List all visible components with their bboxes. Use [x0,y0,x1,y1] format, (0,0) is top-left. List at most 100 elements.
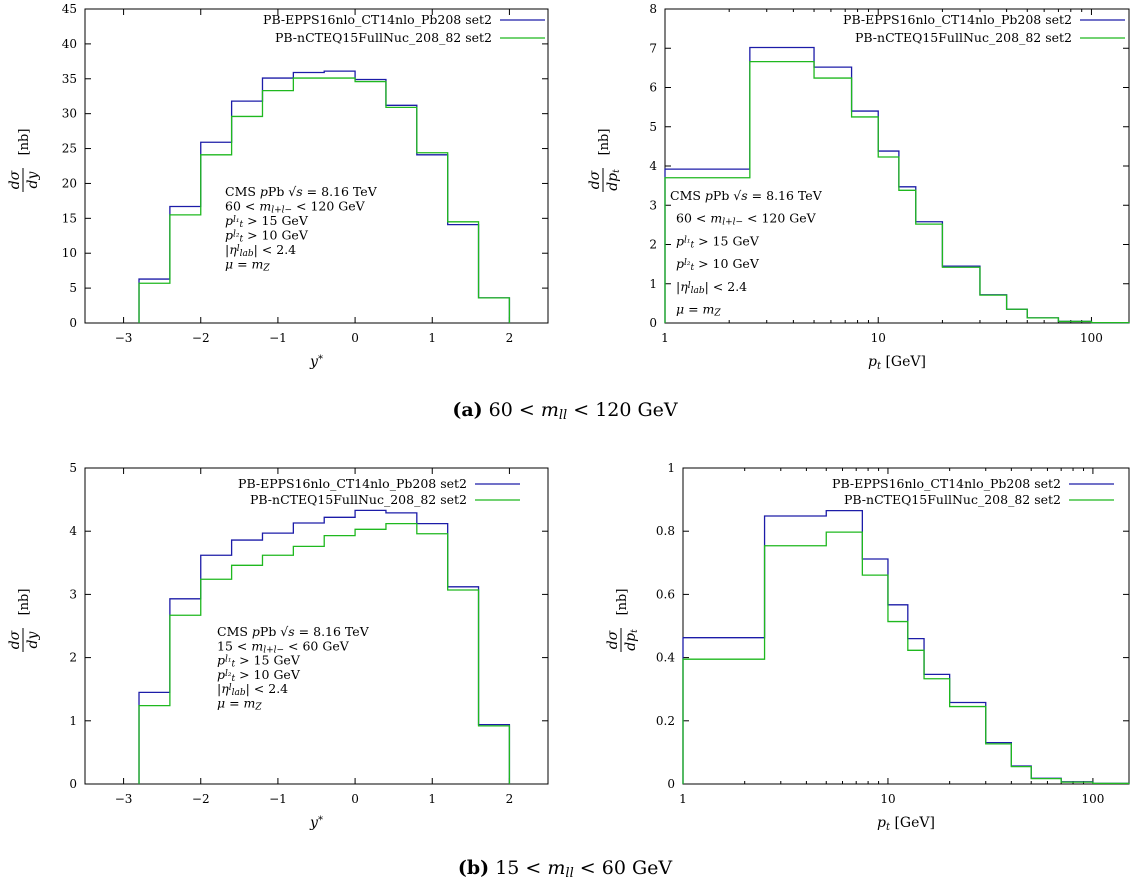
y-axis-label: dσ dpt [nb] [587,129,622,192]
annotation-line-part: η [221,681,229,696]
annotation-line-part: Pb √ [268,184,296,199]
caption-b: (b) 15 < mll < 60 GeV [458,857,672,881]
annotation-line-part: l₂ [225,669,232,679]
annotation-line: 60 < ml+l− < 120 GeV [676,211,817,228]
annotation-line-part: m [259,199,271,214]
annotation-line-part: m [251,638,263,653]
annotation-line-part: l+l− [271,206,292,216]
legend-label: PB-nCTEQ15FullNuc_208_82 set2 [844,492,1061,507]
annotation-line-part: | [217,681,221,696]
annotation-line-part: lab [691,286,705,296]
series-line-2 [138,522,511,784]
annotation-line-part: μ [217,696,225,711]
caption-a-part: < 120 GeV [567,399,678,421]
annotation-line-part: = 8.16 TeV [295,624,370,639]
annotation-line: |ηllab| < 2.4 [217,681,288,698]
annotation-line-part: l₁ [233,215,240,225]
x-tick-label: −1 [269,331,287,345]
x-axis-label-part: * [318,354,323,365]
y-tick-label: 40 [62,37,77,51]
y-axis-label-unit: [nb] [615,589,630,616]
annotation-line-part: t [232,674,236,684]
x-tick-label: 10 [880,792,895,806]
annotation-line-part: p [260,184,268,199]
annotation-line: CMS pPb √s = 8.16 TeV [217,624,370,639]
x-axis-label-part: t [877,361,882,372]
y-tick-label: 45 [62,2,77,16]
legend-label: PB-nCTEQ15FullNuc_208_82 set2 [250,492,467,507]
annotation-line-part: lab [232,688,246,698]
legend-label: PB-EPPS16nlo_CT14nlo_Pb208 set2 [263,12,492,27]
y-tick-label: 4 [649,159,657,173]
x-tick-label: −2 [192,792,210,806]
x-axis-label: y* [309,815,323,831]
annotation-line-part: CMS [225,184,260,199]
x-axis-label-part: * [318,815,323,826]
annotation-line: pl₂t > 10 GeV [676,256,760,273]
annotation-line-part: m [703,302,715,317]
annotation-line-part: > 10 GeV [235,667,301,682]
chart-panel-3: 0 1 2 3 4 5 −3 −2 −1 0 1 2 PB-EPPS16nlo_CT14nlo_Pb20… [7,461,549,831]
y-tick-label: 25 [62,142,77,156]
annotation-line-part: | < 2.4 [254,242,297,257]
annotation-line-part: > 10 GeV [694,256,760,271]
annotation-line-part: m [252,257,264,272]
annotation-line-part: < 60 GeV [284,638,350,653]
y-axis-label-unit: [nb] [597,129,612,156]
annotation-line-part: Pb √ [260,624,288,639]
annotation-line: CMS pPb √s = 8.16 TeV [225,184,378,199]
annotation-line-part: = [233,257,251,272]
y-axis-label: dσ dy [nb] [7,589,41,652]
y-axis-label-num: dσ [587,170,603,189]
annotation-line-part: 60 < [676,211,710,226]
y-tick-label: 0.2 [656,714,675,728]
x-tick-label: −3 [115,331,133,345]
annotation-line-part: 15 < [217,638,251,653]
x-tick-label: 1 [679,792,687,806]
annotation-line-part: l₂ [684,258,691,268]
annotation-line-part: > 15 GeV [243,213,309,228]
y-tick-label: 8 [649,2,657,16]
y-axis-label: dσ dy [nb] [7,129,41,192]
annotation-line: pl₁t > 15 GeV [217,653,301,670]
annotation-line-part: m [710,211,722,226]
y-tick-label: 0.8 [656,524,675,538]
annotation-line-part: Pb √ [713,188,741,203]
x-tick-label: 1 [428,792,436,806]
annotation-line-part: η [229,242,237,257]
annotation-line-part: Z [713,309,721,319]
annotation-line-part: p [217,653,225,668]
annotation-line: CMS pPb √s = 8.16 TeV [670,188,823,203]
annotation-line-part: l₁ [225,654,232,664]
x-tick-label: 100 [1080,331,1103,345]
y-axis-label-num: dσ [7,630,23,649]
annotation-line-part: t [240,220,244,230]
x-tick-label: 10 [871,331,886,345]
y-axis-label-den: dy [25,630,41,648]
annotation-line-part: l₁ [684,235,691,245]
annotation-line: 60 < ml+l− < 120 GeV [225,199,366,216]
annotation-line-part: < 120 GeV [292,199,366,214]
legend-label: PB-EPPS16nlo_CT14nlo_Pb208 set2 [843,12,1072,27]
caption-a-part: (a) [452,399,482,421]
annotation-line: |ηllab| < 2.4 [676,279,747,296]
x-tick-label: −3 [115,792,133,806]
y-tick-label: 30 [62,107,77,121]
y-axis-label-part: t [612,169,622,173]
annotation-line-part: p [705,188,713,203]
x-tick-label: 0 [351,792,359,806]
annotation-line-part: μ [225,257,233,272]
annotation-line-part: l+l− [263,646,284,656]
x-axis-label: pt [GeV] [877,815,935,833]
annotation-line: 15 < ml+l− < 60 GeV [217,638,350,655]
annotation-line-part: = [225,696,243,711]
annotation-block: CMS pPb √s = 8.16 TeV 60 < ml+l− < 120 Ge… [670,188,823,319]
annotation-line-part: μ [676,302,684,317]
y-tick-label: 1 [69,714,77,728]
x-tick-label: 1 [428,331,436,345]
x-tick-label: 0 [351,331,359,345]
x-tick-label: 2 [506,792,514,806]
caption-a-part: ll [559,408,567,423]
annotation-line-part: t [691,241,695,251]
